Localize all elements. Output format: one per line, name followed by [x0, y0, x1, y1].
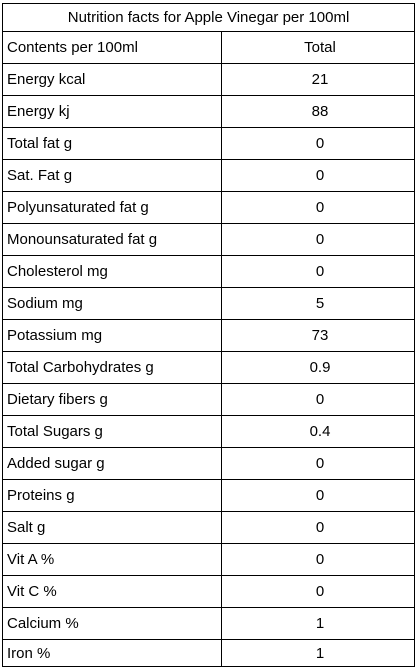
- nutrient-value: 0: [220, 383, 416, 416]
- column-header-total: Total: [220, 31, 416, 64]
- nutrient-value: 21: [220, 63, 416, 96]
- nutrient-label: Cholesterol mg: [2, 255, 222, 288]
- table-row: Total Sugars g 0.4: [2, 415, 416, 448]
- nutrient-label: Sodium mg: [2, 287, 222, 320]
- nutrient-label: Polyunsaturated fat g: [2, 191, 222, 224]
- nutrient-value: 1: [220, 607, 416, 640]
- table-row: Sodium mg 5: [2, 287, 416, 320]
- nutrient-value: 0: [220, 543, 416, 576]
- table-row: Total Carbohydrates g 0.9: [2, 351, 416, 384]
- nutrient-value: 1: [220, 639, 416, 667]
- nutrient-label: Sat. Fat g: [2, 159, 222, 192]
- nutrient-label: Vit C %: [2, 575, 222, 608]
- nutrient-label: Energy kj: [2, 95, 222, 128]
- nutrient-label: Total Carbohydrates g: [2, 351, 222, 384]
- nutrient-label: Vit A %: [2, 543, 222, 576]
- table-header-row: Contents per 100ml Total: [2, 31, 416, 64]
- nutrient-value: 88: [220, 95, 416, 128]
- table-row: Calcium % 1: [2, 607, 416, 640]
- table-row: Potassium mg 73: [2, 319, 416, 352]
- nutrient-value: 0: [220, 447, 416, 480]
- table-title: Nutrition facts for Apple Vinegar per 10…: [1, 3, 416, 32]
- nutrient-value: 0: [220, 191, 416, 224]
- nutrient-label: Dietary fibers g: [2, 383, 222, 416]
- nutrient-label: Total Sugars g: [2, 415, 222, 448]
- nutrient-value: 0.9: [220, 351, 416, 384]
- table-row: Vit A % 0: [2, 543, 416, 576]
- nutrient-label: Proteins g: [2, 479, 222, 512]
- nutrient-label: Salt g: [2, 511, 222, 544]
- nutrient-label: Monounsaturated fat g: [2, 223, 222, 256]
- table-row: Energy kcal 21: [2, 63, 416, 96]
- nutrient-value: 73: [220, 319, 416, 352]
- nutrient-label: Energy kcal: [2, 63, 222, 96]
- table-row: Vit C % 0: [2, 575, 416, 608]
- nutrient-value: 5: [220, 287, 416, 320]
- nutrient-value: 0.4: [220, 415, 416, 448]
- nutrient-value: 0: [220, 575, 416, 608]
- nutrient-value: 0: [220, 223, 416, 256]
- table-title-row: Nutrition facts for Apple Vinegar per 10…: [1, 3, 416, 32]
- table-row: Energy kj 88: [2, 95, 416, 128]
- table-row: Cholesterol mg 0: [2, 255, 416, 288]
- nutrition-table: Nutrition facts for Apple Vinegar per 10…: [1, 3, 416, 667]
- nutrient-value: 0: [220, 479, 416, 512]
- nutrient-label: Potassium mg: [2, 319, 222, 352]
- nutrient-label: Calcium %: [2, 607, 222, 640]
- nutrient-value: 0: [220, 255, 416, 288]
- nutrient-label: Total fat g: [2, 127, 222, 160]
- column-header-contents: Contents per 100ml: [2, 31, 222, 64]
- nutrient-value: 0: [220, 127, 416, 160]
- nutrient-label: Added sugar g: [2, 447, 222, 480]
- nutrient-value: 0: [220, 511, 416, 544]
- nutrient-value: 0: [220, 159, 416, 192]
- nutrient-label: Iron %: [2, 639, 222, 667]
- table-row: Iron % 1: [2, 639, 416, 667]
